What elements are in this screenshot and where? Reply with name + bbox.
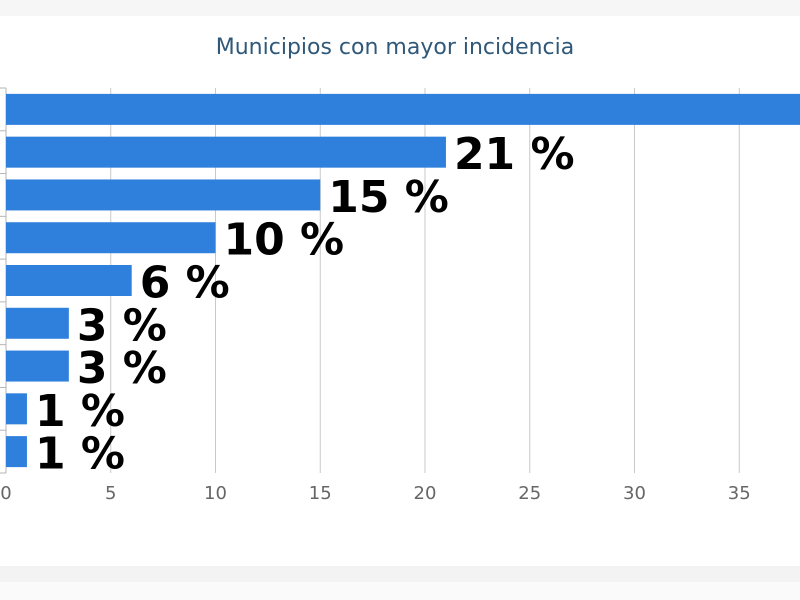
bar: [6, 307, 69, 339]
x-tick-label: 30: [623, 483, 646, 504]
bar-data-label: 3 %: [77, 343, 167, 394]
bar-data-label: 21 %: [454, 129, 575, 180]
bar-data-label: 1 %: [35, 386, 125, 437]
bar: [6, 350, 69, 382]
chart-title: Municipios con mayor incidencia: [215, 35, 575, 60]
bar: [6, 93, 800, 125]
x-tick-label: 15: [309, 483, 332, 504]
bar: [6, 436, 27, 468]
top-band: [0, 0, 800, 16]
x-tick-label: 10: [204, 483, 227, 504]
bars: [6, 93, 800, 468]
bar-data-label: 6 %: [140, 258, 230, 309]
bar: [6, 265, 132, 296]
bar-data-label: 1 %: [35, 429, 125, 480]
bar-data-label: 15 %: [328, 172, 449, 223]
bar-data-label: 10 %: [224, 215, 345, 266]
x-tick-label: 5: [105, 483, 116, 504]
bar-data-label: 3 %: [77, 300, 167, 351]
x-tick-label: 0: [0, 483, 11, 504]
bar: [6, 179, 321, 211]
bar: [6, 393, 27, 425]
bar: [6, 136, 446, 168]
data-labels: 21 %15 %10 %6 %3 %3 %1 %1 %: [35, 129, 575, 479]
x-tick-label: 25: [518, 483, 541, 504]
bottom-band-inner: [0, 582, 800, 600]
x-tick-label: 35: [728, 483, 751, 504]
x-tick-labels: 0 5 10 15 20 25 30 35: [0, 483, 750, 504]
bar: [6, 222, 216, 254]
x-tick-label: 20: [414, 483, 437, 504]
